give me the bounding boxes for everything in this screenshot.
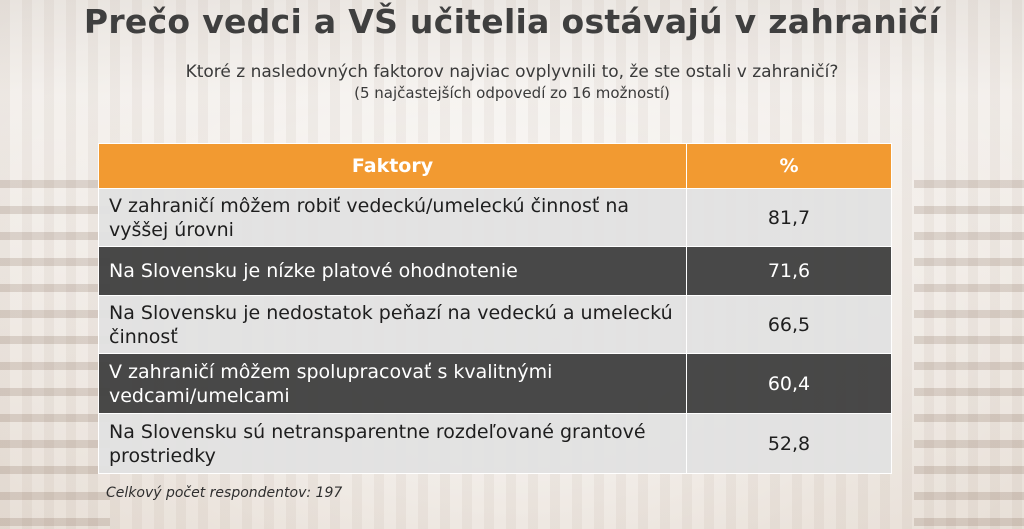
slide-title: Prečo vedci a VŠ učitelia ostávajú v zah…	[83, 2, 941, 41]
percent-cell: 71,6	[686, 246, 892, 296]
survey-note: (5 najčastejších odpovedí zo 16 možností…	[354, 84, 670, 102]
respondents-footnote: Celkový počet respondentov: 197	[106, 485, 343, 501]
percent-cell: 52,8	[686, 413, 892, 474]
table-row: V zahraničí môžem robiť vedeckú/umeleckú…	[98, 188, 892, 247]
table-row: Na Slovensku je nedostatok peňazí na ved…	[98, 295, 892, 354]
factor-cell: V zahraničí môžem spolupracovať s kvalit…	[98, 353, 687, 414]
table-header-row: Faktory %	[98, 143, 892, 189]
factor-cell: Na Slovensku je nedostatok peňazí na ved…	[98, 295, 687, 354]
background-bookshelf-right	[914, 180, 1024, 529]
table-row: Na Slovensku sú netransparentne rozdeľov…	[98, 413, 892, 474]
factors-table: Faktory % V zahraničí môžem robiť vedeck…	[98, 143, 892, 474]
percent-cell: 60,4	[686, 353, 892, 414]
table-row: Na Slovensku je nízke platové ohodnoteni…	[98, 246, 892, 296]
background-bookshelf-left	[0, 180, 110, 529]
factor-cell: V zahraničí môžem robiť vedeckú/umeleckú…	[98, 188, 687, 247]
table-row: V zahraničí môžem spolupracovať s kvalit…	[98, 353, 892, 414]
percent-cell: 66,5	[686, 295, 892, 354]
header-factors: Faktory	[98, 143, 687, 189]
header-percent: %	[686, 143, 892, 189]
percent-cell: 81,7	[686, 188, 892, 247]
survey-question: Ktoré z nasledovných faktorov najviac ov…	[185, 62, 839, 82]
factor-cell: Na Slovensku sú netransparentne rozdeľov…	[98, 413, 687, 474]
factor-cell: Na Slovensku je nízke platové ohodnoteni…	[98, 246, 687, 296]
